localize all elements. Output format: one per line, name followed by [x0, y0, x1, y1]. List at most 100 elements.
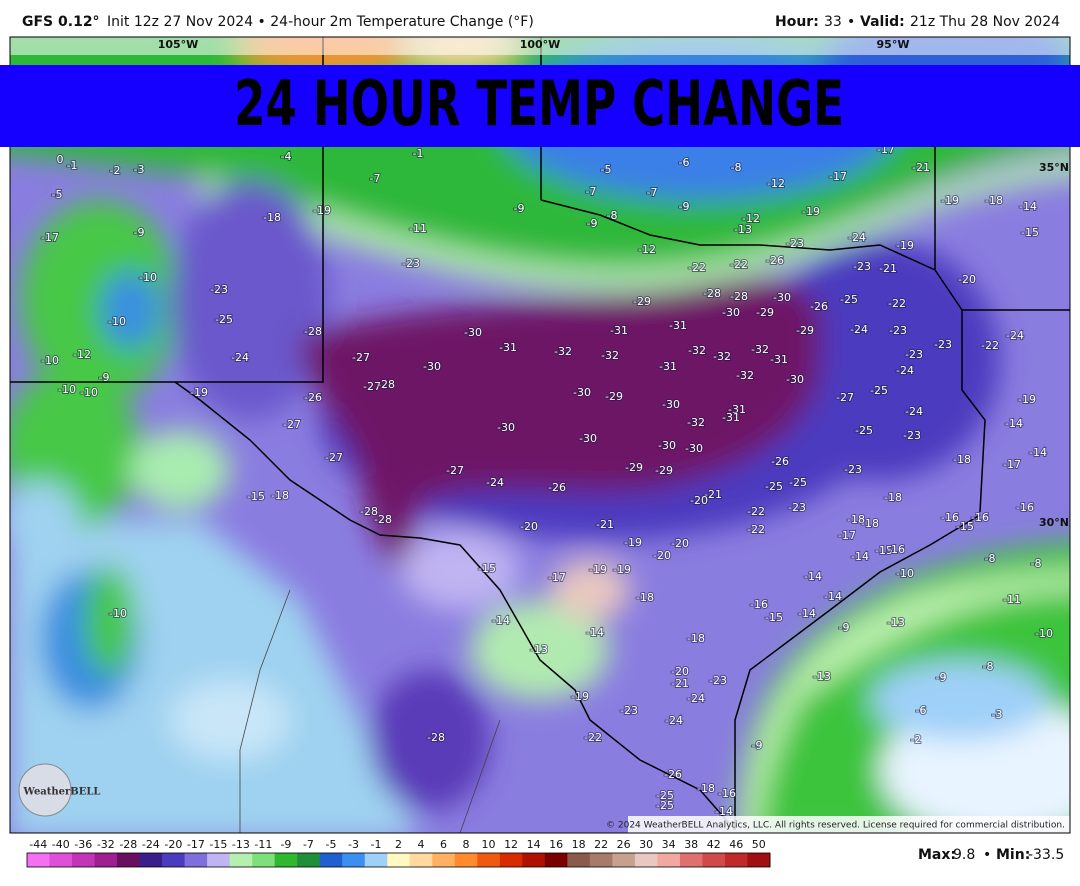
legend-swatch — [702, 853, 726, 867]
grid-value-label: -30 — [658, 439, 676, 452]
grid-value-label: -27 — [446, 464, 464, 477]
grid-value-label: -25 — [656, 799, 674, 812]
grid-value-label: -18 — [697, 782, 715, 795]
grid-value-label: -32 — [751, 343, 769, 356]
grid-value-label: -16 — [941, 511, 959, 524]
latitude-label: 35°N — [1039, 161, 1069, 174]
grid-value-label: -9 — [839, 621, 850, 634]
legend-swatch — [634, 853, 658, 867]
grid-value-label: -14 — [1029, 446, 1047, 459]
grid-value-label: -14 — [586, 626, 604, 639]
grid-value-label: -6 — [916, 704, 927, 717]
legend-label: 10 — [482, 838, 496, 851]
legend-label: -7 — [303, 838, 314, 851]
grid-value-label: -19 — [802, 205, 820, 218]
legend-label: -9 — [280, 838, 291, 851]
grid-value-label: -29 — [756, 306, 774, 319]
grid-value-label: -16 — [718, 787, 736, 800]
grid-value-label: -19 — [190, 386, 208, 399]
legend-label: -28 — [119, 838, 137, 851]
legend-label: -17 — [187, 838, 205, 851]
legend-label: 26 — [617, 838, 631, 851]
grid-value-label: -20 — [671, 665, 689, 678]
legend-swatch — [567, 853, 591, 867]
grid-value-label: -10 — [1035, 627, 1053, 640]
grid-value-label: -19 — [941, 194, 959, 207]
grid-value-label: -8 — [731, 161, 742, 174]
longitude-label: 105°W — [158, 38, 199, 51]
legend-swatch — [207, 853, 231, 867]
grid-value-label: -4 — [281, 150, 292, 163]
grid-value-label: -22 — [747, 523, 765, 536]
grid-value-label: -27 — [352, 351, 370, 364]
grid-value-label: -23 — [905, 348, 923, 361]
legend-swatch — [117, 853, 141, 867]
grid-value-label: -28 — [374, 513, 392, 526]
grid-value-label: -19 — [1018, 393, 1036, 406]
grid-value-label: -25 — [215, 313, 233, 326]
grid-value-label: -7 — [647, 186, 658, 199]
grid-value-label: -19 — [624, 536, 642, 549]
grid-value-label: -27 — [836, 391, 854, 404]
grid-value-label: -14 — [1005, 417, 1023, 430]
legend-swatch — [387, 853, 411, 867]
grid-value-label: -19 — [571, 690, 589, 703]
legend-swatch — [409, 853, 433, 867]
grid-value-label: -9 — [936, 671, 947, 684]
logo: WeatherBELL — [23, 787, 101, 798]
legend-swatch — [679, 853, 703, 867]
grid-value-label: -25 — [855, 424, 873, 437]
grid-value-label: -24 — [850, 323, 868, 336]
grid-value-label: -28 — [703, 287, 721, 300]
grid-value-label: -26 — [664, 768, 682, 781]
grid-value-label: -14 — [851, 550, 869, 563]
grid-value-label: -21 — [879, 262, 897, 275]
legend-swatch — [274, 853, 298, 867]
grid-value-label: -8 — [985, 552, 996, 565]
grid-value-label: -28 — [427, 731, 445, 744]
grid-value-label: -2 — [110, 164, 121, 177]
grid-value-label: -24 — [231, 351, 249, 364]
legend-swatch — [499, 853, 523, 867]
grid-value-label: -30 — [786, 373, 804, 386]
grid-value-label: -29 — [625, 461, 643, 474]
grid-value-label: -8 — [607, 209, 618, 222]
grid-value-label: -1 — [67, 159, 78, 172]
grid-value-label: -21 — [671, 677, 689, 690]
grid-value-label: -10 — [80, 386, 98, 399]
legend-label: 38 — [684, 838, 698, 851]
grid-value-label: -26 — [771, 455, 789, 468]
grid-value-label: -10 — [41, 354, 59, 367]
grid-value-label: -15 — [478, 562, 496, 575]
grid-value-label: -21 — [912, 161, 930, 174]
grid-value-label: -19 — [313, 204, 331, 217]
grid-value-label: -12 — [767, 177, 785, 190]
grid-value-label: -30 — [579, 432, 597, 445]
grid-value-label: -31 — [610, 324, 628, 337]
country-borders — [239, 589, 501, 833]
legend-label: -32 — [97, 838, 115, 851]
grid-value-label: -24 — [1006, 329, 1024, 342]
grid-value-label: -18 — [271, 489, 289, 502]
grid-value-label: -23 — [402, 257, 420, 270]
grid-value-label: -24 — [665, 714, 683, 727]
max-value: 9.8 — [953, 847, 975, 863]
grid-value-label: -1 — [413, 147, 424, 160]
grid-value-label: -9 — [134, 226, 145, 239]
legend-label: 18 — [572, 838, 586, 851]
grid-value-label: -27 — [283, 418, 301, 431]
grid-value-label: -26 — [766, 254, 784, 267]
grid-value-label: -28 — [360, 505, 378, 518]
grid-value-label: -29 — [796, 324, 814, 337]
grid-value-label: -12 — [742, 212, 760, 225]
legend-label: -5 — [325, 838, 336, 851]
legend-label: 46 — [729, 838, 743, 851]
grid-value-label: -20 — [958, 273, 976, 286]
grid-value-label: -32 — [554, 345, 572, 358]
grid-value-label: -18 — [953, 453, 971, 466]
legend-swatch — [319, 853, 343, 867]
model-name: GFS 0.12° — [22, 14, 100, 30]
legend-label: 6 — [440, 838, 447, 851]
legend-label: 30 — [639, 838, 653, 851]
longitude-label: 100°W — [520, 38, 561, 51]
